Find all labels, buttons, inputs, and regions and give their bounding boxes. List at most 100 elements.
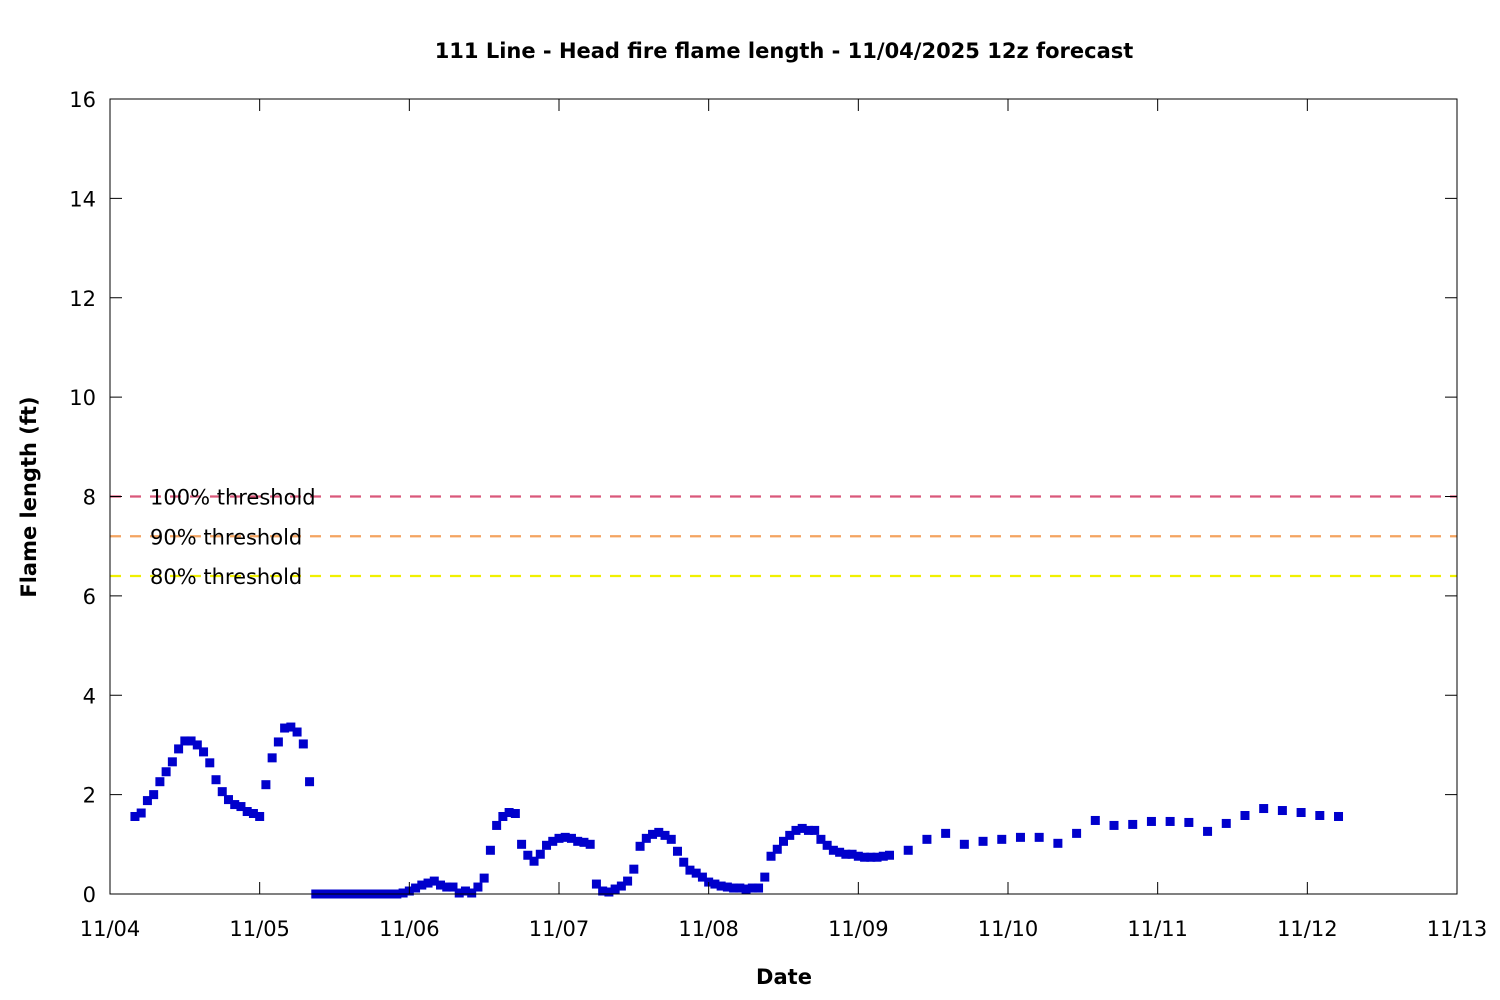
x-axis-label: Date bbox=[756, 965, 812, 989]
data-point bbox=[467, 888, 477, 898]
y-tick-label: 2 bbox=[83, 784, 96, 808]
data-point bbox=[766, 851, 776, 861]
data-point bbox=[641, 833, 651, 843]
data-point bbox=[529, 856, 539, 866]
data-point bbox=[922, 834, 932, 844]
data-point bbox=[835, 847, 845, 857]
data-point bbox=[866, 852, 876, 862]
chart-title: 111 Line - Head fire flame length - 11/0… bbox=[435, 39, 1134, 63]
data-point bbox=[1184, 817, 1194, 827]
x-tick-label: 11/08 bbox=[678, 917, 739, 941]
x-tick-label: 11/12 bbox=[1277, 917, 1338, 941]
data-point bbox=[492, 820, 502, 830]
data-point bbox=[872, 852, 882, 862]
data-point bbox=[735, 883, 745, 893]
data-point bbox=[454, 888, 464, 898]
data-point bbox=[1315, 810, 1325, 820]
data-point bbox=[442, 882, 452, 892]
data-point bbox=[1128, 819, 1138, 829]
data-point bbox=[205, 758, 215, 768]
data-point bbox=[149, 790, 159, 800]
y-axis-label: Flame length (ft) bbox=[17, 396, 41, 597]
data-point bbox=[155, 777, 165, 787]
data-point bbox=[903, 845, 913, 855]
data-point bbox=[167, 757, 177, 767]
data-point bbox=[579, 837, 589, 847]
data-point bbox=[997, 834, 1007, 844]
data-point bbox=[566, 833, 576, 843]
data-point bbox=[760, 872, 770, 882]
data-point bbox=[1259, 804, 1269, 814]
plot-area: 100% threshold 90% threshold 80% threshold… bbox=[69, 88, 1487, 941]
data-point bbox=[273, 737, 283, 747]
data-point bbox=[1221, 818, 1231, 828]
data-point bbox=[679, 857, 689, 867]
data-point bbox=[223, 795, 233, 805]
data-point bbox=[504, 808, 514, 818]
data-point bbox=[186, 736, 196, 746]
data-point bbox=[1240, 810, 1250, 820]
data-point bbox=[959, 839, 969, 849]
data-point bbox=[598, 886, 608, 896]
data-point bbox=[797, 823, 807, 833]
data-point bbox=[779, 836, 788, 846]
data-point bbox=[1090, 815, 1100, 825]
x-tick-label: 11/09 bbox=[828, 917, 889, 941]
data-point bbox=[697, 872, 707, 882]
data-point bbox=[616, 881, 626, 891]
data-point bbox=[510, 809, 520, 819]
data-point bbox=[417, 880, 427, 890]
data-point bbox=[816, 834, 826, 844]
y-tick-label: 10 bbox=[69, 386, 96, 410]
data-point bbox=[411, 883, 421, 893]
x-tick-label: 11/07 bbox=[529, 917, 590, 941]
data-point bbox=[498, 811, 508, 821]
data-point bbox=[242, 807, 252, 817]
data-point bbox=[1277, 806, 1287, 816]
data-point bbox=[248, 809, 258, 819]
data-point bbox=[1053, 838, 1063, 848]
data-point bbox=[741, 884, 751, 894]
data-point bbox=[398, 888, 408, 898]
threshold-label-1: 100% threshold bbox=[150, 486, 316, 510]
data-point bbox=[772, 844, 782, 854]
data-point bbox=[878, 851, 888, 861]
data-point bbox=[803, 825, 813, 835]
data-point bbox=[211, 775, 221, 785]
data-point bbox=[261, 780, 271, 790]
x-tick-label: 11/11 bbox=[1127, 917, 1188, 941]
data-point bbox=[267, 753, 277, 763]
data-point bbox=[623, 876, 633, 886]
data-point bbox=[847, 849, 857, 859]
data-point bbox=[142, 796, 152, 806]
x-tick-label: 11/05 bbox=[229, 917, 290, 941]
data-point bbox=[1072, 828, 1082, 838]
x-tick-label: 11/10 bbox=[978, 917, 1039, 941]
data-point bbox=[429, 876, 439, 886]
data-point bbox=[305, 777, 315, 787]
data-point bbox=[436, 880, 446, 890]
data-point bbox=[535, 849, 545, 859]
y-tick-label: 8 bbox=[83, 486, 96, 510]
data-point bbox=[885, 850, 895, 860]
data-point bbox=[517, 839, 527, 849]
data-point bbox=[729, 883, 739, 893]
data-point bbox=[423, 878, 433, 888]
data-point bbox=[1034, 832, 1044, 842]
data-point bbox=[635, 841, 645, 851]
y-tick-label: 12 bbox=[69, 287, 96, 311]
data-point bbox=[548, 836, 558, 846]
data-point bbox=[791, 825, 801, 835]
data-point bbox=[542, 840, 552, 850]
data-point bbox=[161, 767, 171, 777]
data-point bbox=[473, 882, 483, 892]
data-point bbox=[828, 845, 838, 855]
data-point bbox=[691, 868, 701, 878]
data-point bbox=[604, 887, 614, 897]
data-point bbox=[716, 881, 726, 891]
data-point bbox=[460, 886, 470, 896]
data-point bbox=[174, 744, 184, 754]
data-point bbox=[448, 882, 458, 892]
data-point bbox=[722, 882, 732, 892]
data-point bbox=[853, 851, 863, 861]
